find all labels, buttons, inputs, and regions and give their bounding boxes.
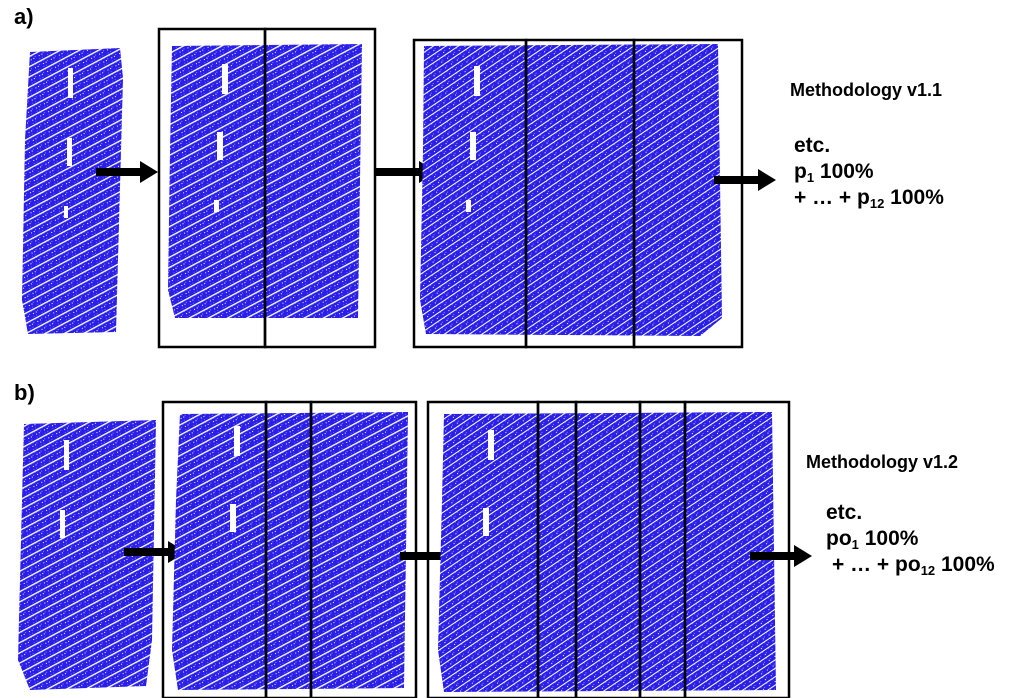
first-term: p1 100% [794,160,874,185]
point-cloud-b2 [172,412,408,690]
first-term: po1 100% [826,527,919,552]
segment-frame [632,38,744,349]
panel-a [22,27,776,349]
arrow-right-icon [714,169,776,191]
point-cloud-b1 [18,420,156,690]
segment-frame [263,27,377,349]
methodology-label-a: Methodology v1.1 [790,80,943,100]
panel-label-b: b) [14,380,35,405]
segment-frame [683,400,791,698]
sum-term: + … + po12 100% [832,553,995,578]
etc-text: etc. [826,501,863,524]
methodology-label-b: Methodology v1.2 [806,452,959,472]
point-cloud-a1 [22,48,123,334]
etc-text: etc. [794,134,831,157]
sum-term: + … + p12 100% [794,186,944,211]
panel-b [18,400,812,698]
formula-b: etc. po1 100% + … + po12 100% [826,500,995,578]
panel-label-a: a) [14,4,34,29]
point-cloud-b3 [438,412,776,692]
point-cloud-a3 [420,44,722,336]
segment-frame [309,400,418,698]
formula-a: etc. p1 100% + … + p12 100% [794,133,944,211]
